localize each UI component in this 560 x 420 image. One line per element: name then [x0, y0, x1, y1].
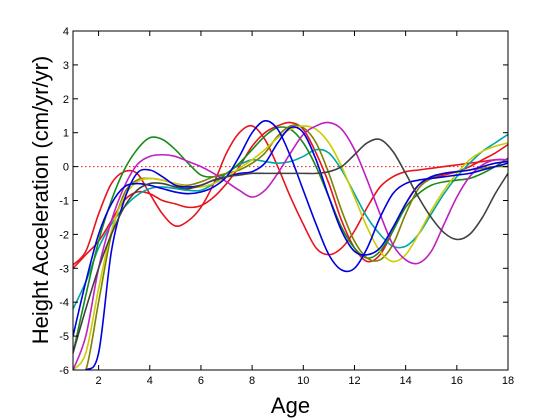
y-tick-label: -1 [59, 196, 69, 208]
y-tick-label: 0 [63, 162, 69, 174]
series-line-3 [73, 133, 508, 310]
y-tick-label: -2 [59, 229, 69, 241]
y-tick-label: 2 [63, 94, 69, 106]
plot-area [73, 31, 508, 370]
x-tick-label: 14 [400, 375, 412, 387]
y-tick-label: -4 [59, 297, 69, 309]
x-tick-label: 10 [297, 375, 309, 387]
x-tick-label: 18 [502, 375, 514, 387]
x-tick-label: 4 [147, 375, 153, 387]
series-line-9 [73, 126, 508, 370]
series-line-6 [73, 125, 508, 370]
series-line-5 [73, 124, 508, 370]
y-tick-label: 4 [63, 26, 69, 38]
x-tick-label: 16 [451, 375, 463, 387]
y-axis-title: Height Acceleration (cm/yr/yr) [28, 56, 53, 345]
series-line-10 [73, 138, 508, 354]
plot-frame [72, 30, 509, 371]
x-tick-label: 2 [96, 375, 102, 387]
x-tick-label: 6 [198, 375, 204, 387]
y-tick-label: -5 [59, 331, 69, 343]
y-tick-label: -6 [59, 365, 69, 377]
y-tick-label: 1 [63, 128, 69, 140]
series-line-2 [73, 124, 508, 266]
series-line-7 [73, 121, 508, 370]
y-tick-label: -3 [59, 263, 69, 275]
y-tick-label: 3 [63, 60, 69, 72]
x-tick-label: 12 [348, 375, 360, 387]
x-axis-title: Age [271, 393, 310, 418]
x-tick-label: 8 [249, 375, 255, 387]
series-group [73, 119, 508, 370]
